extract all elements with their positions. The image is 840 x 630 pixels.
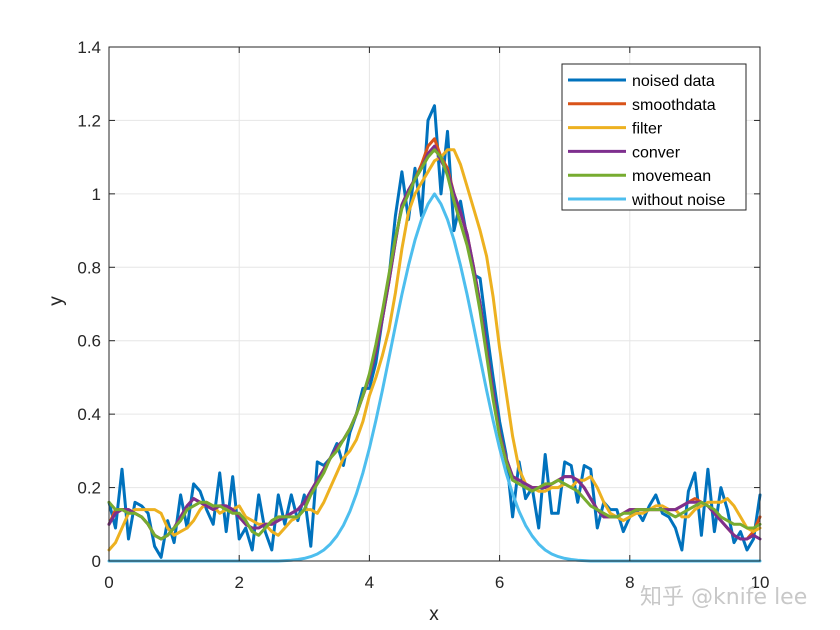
x-tick-label: 6 [495,573,504,592]
y-tick-label: 0.4 [77,405,101,424]
y-tick-label: 1 [92,185,101,204]
legend: noised data smoothdata filter conver movemea… [561,63,747,211]
legend-label: without noise [631,192,725,209]
y-axis-label: y [46,296,67,306]
legend-label: smoothdata [632,97,716,114]
legend-label: conver [632,144,681,161]
y-tick-label: 1.4 [77,38,101,57]
axis-ticks: 0 2 4 6 8 10 0 0.2 0.4 0.6 0.8 1 1.2 1.4 [77,38,769,592]
legend-label: noised data [632,73,715,90]
series-line-movemean [107,148,762,541]
x-tick-label: 0 [104,573,113,592]
axes-box [108,46,761,562]
x-tick-label: 8 [625,573,634,592]
legend-label: movemean [632,168,711,185]
x-axis-label: x [429,604,439,625]
y-tick-label: 0.2 [77,479,101,498]
legend-box [561,63,747,211]
data-lines [107,104,762,563]
y-tick-label: 0 [92,552,101,571]
legend-label: filter [632,121,663,138]
y-tick-label: 1.2 [77,111,101,130]
y-tick-label: 0.8 [77,258,101,277]
y-tick-label: 0.6 [77,332,101,351]
x-tick-label: 2 [234,573,243,592]
series-line-noised-data [107,104,762,559]
x-tick-label: 4 [365,573,374,592]
watermark: 知乎 @knife lee [640,585,807,610]
x-tick-label: 10 [751,573,770,592]
